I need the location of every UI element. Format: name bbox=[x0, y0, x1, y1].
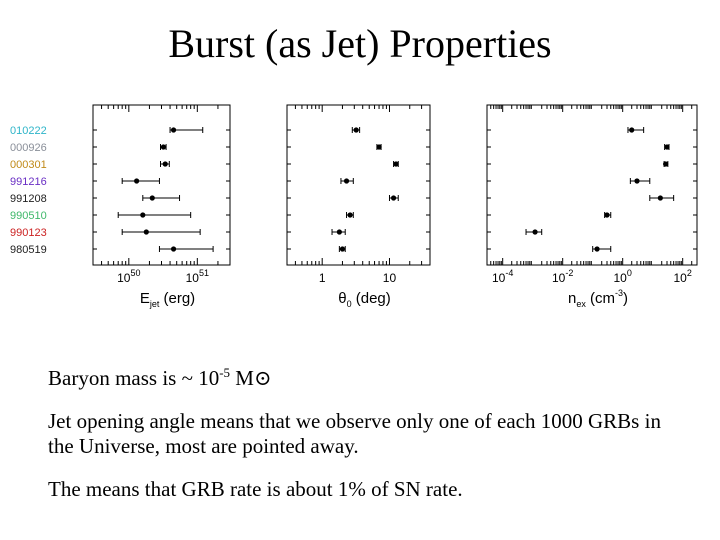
data-point-990510 bbox=[140, 212, 146, 218]
grb-label-000926: 000926 bbox=[10, 142, 47, 154]
data-point-010222 bbox=[629, 127, 635, 133]
grb-label-991216: 991216 bbox=[10, 176, 47, 188]
data-point-990123 bbox=[143, 229, 149, 235]
data-point-010222 bbox=[170, 127, 177, 133]
grb-label-980519: 980519 bbox=[10, 244, 47, 256]
tick-label: 100 bbox=[613, 268, 631, 285]
axis-title: nex (cm-3) bbox=[568, 288, 628, 309]
data-point-991216 bbox=[134, 178, 140, 184]
data-point-010222 bbox=[353, 127, 359, 133]
panel-jet-energy: 1050 1051 Ejet (erg) bbox=[92, 104, 231, 309]
data-point-991208 bbox=[390, 195, 397, 201]
grb-label-991208: 991208 bbox=[10, 193, 47, 205]
grb-label-990123: 990123 bbox=[10, 227, 47, 239]
data-point-991208 bbox=[657, 195, 663, 201]
tick-label: 1 bbox=[319, 271, 326, 285]
data-point-000301 bbox=[393, 161, 399, 167]
data-point-000926 bbox=[664, 144, 670, 150]
data-point-991216 bbox=[634, 178, 640, 184]
slide-title: Burst (as Jet) Properties bbox=[168, 21, 552, 66]
bullet-grb-rate: The means that GRB rate is about 1% of S… bbox=[48, 477, 463, 501]
grb-label-990510: 990510 bbox=[10, 210, 47, 222]
data-point-991208 bbox=[149, 195, 155, 201]
bullet-opening-angle: Jet opening angle means that we observe … bbox=[48, 409, 661, 458]
solar-mass-symbol: ⊙ bbox=[253, 366, 272, 390]
tick-label: 1050 bbox=[117, 268, 140, 285]
data-point-000926 bbox=[376, 144, 382, 150]
data-point-990510 bbox=[347, 212, 353, 218]
tick-label: 10-2 bbox=[552, 268, 573, 285]
bullet-baryon-exponent: -5 bbox=[219, 365, 231, 380]
panel-frame bbox=[486, 104, 698, 266]
bullet-baryon-mass: Baryon mass is ~ 10-5 M⊙ bbox=[48, 360, 688, 391]
grb-labels: 010222 000926 000301 991216 991208 990510 9901… bbox=[10, 125, 47, 256]
data-point-980519 bbox=[339, 246, 346, 252]
bullet-baryon-unit: M bbox=[230, 366, 254, 390]
panel-external-density: 10-4 10-2 100 102 nex (cm-3) bbox=[486, 104, 698, 309]
data-point-980519 bbox=[170, 246, 177, 252]
tick-label: 10 bbox=[383, 271, 397, 285]
grb-label-010222: 010222 bbox=[10, 125, 47, 137]
data-point-990123 bbox=[336, 229, 342, 235]
data-point-000926 bbox=[160, 144, 167, 150]
panel-opening-angle: 1 10 θ0 (deg) bbox=[286, 104, 431, 309]
bullet-list: Baryon mass is ~ 10-5 M⊙ Jet opening ang… bbox=[48, 360, 688, 520]
grb-label-000301: 000301 bbox=[10, 159, 47, 171]
tick-label: 10-4 bbox=[492, 268, 513, 285]
jet-properties-figure: 010222 000926 000301 991216 991208 990510 9901… bbox=[10, 104, 698, 309]
axis-title: θ0 (deg) bbox=[338, 290, 391, 309]
data-point-990123 bbox=[532, 229, 538, 235]
data-point-000301 bbox=[663, 161, 669, 167]
data-point-000301 bbox=[162, 161, 168, 167]
bullet-baryon-text: Baryon mass is ~ 10 bbox=[48, 366, 220, 390]
tick-label: 1051 bbox=[186, 268, 209, 285]
tick-label: 102 bbox=[673, 268, 691, 285]
data-point-991216 bbox=[343, 178, 350, 184]
axis-title: Ejet (erg) bbox=[140, 290, 195, 309]
panel-frame bbox=[286, 104, 431, 266]
data-point-990510 bbox=[604, 212, 610, 218]
panel-frame bbox=[92, 104, 231, 266]
data-point-980519 bbox=[594, 246, 600, 252]
